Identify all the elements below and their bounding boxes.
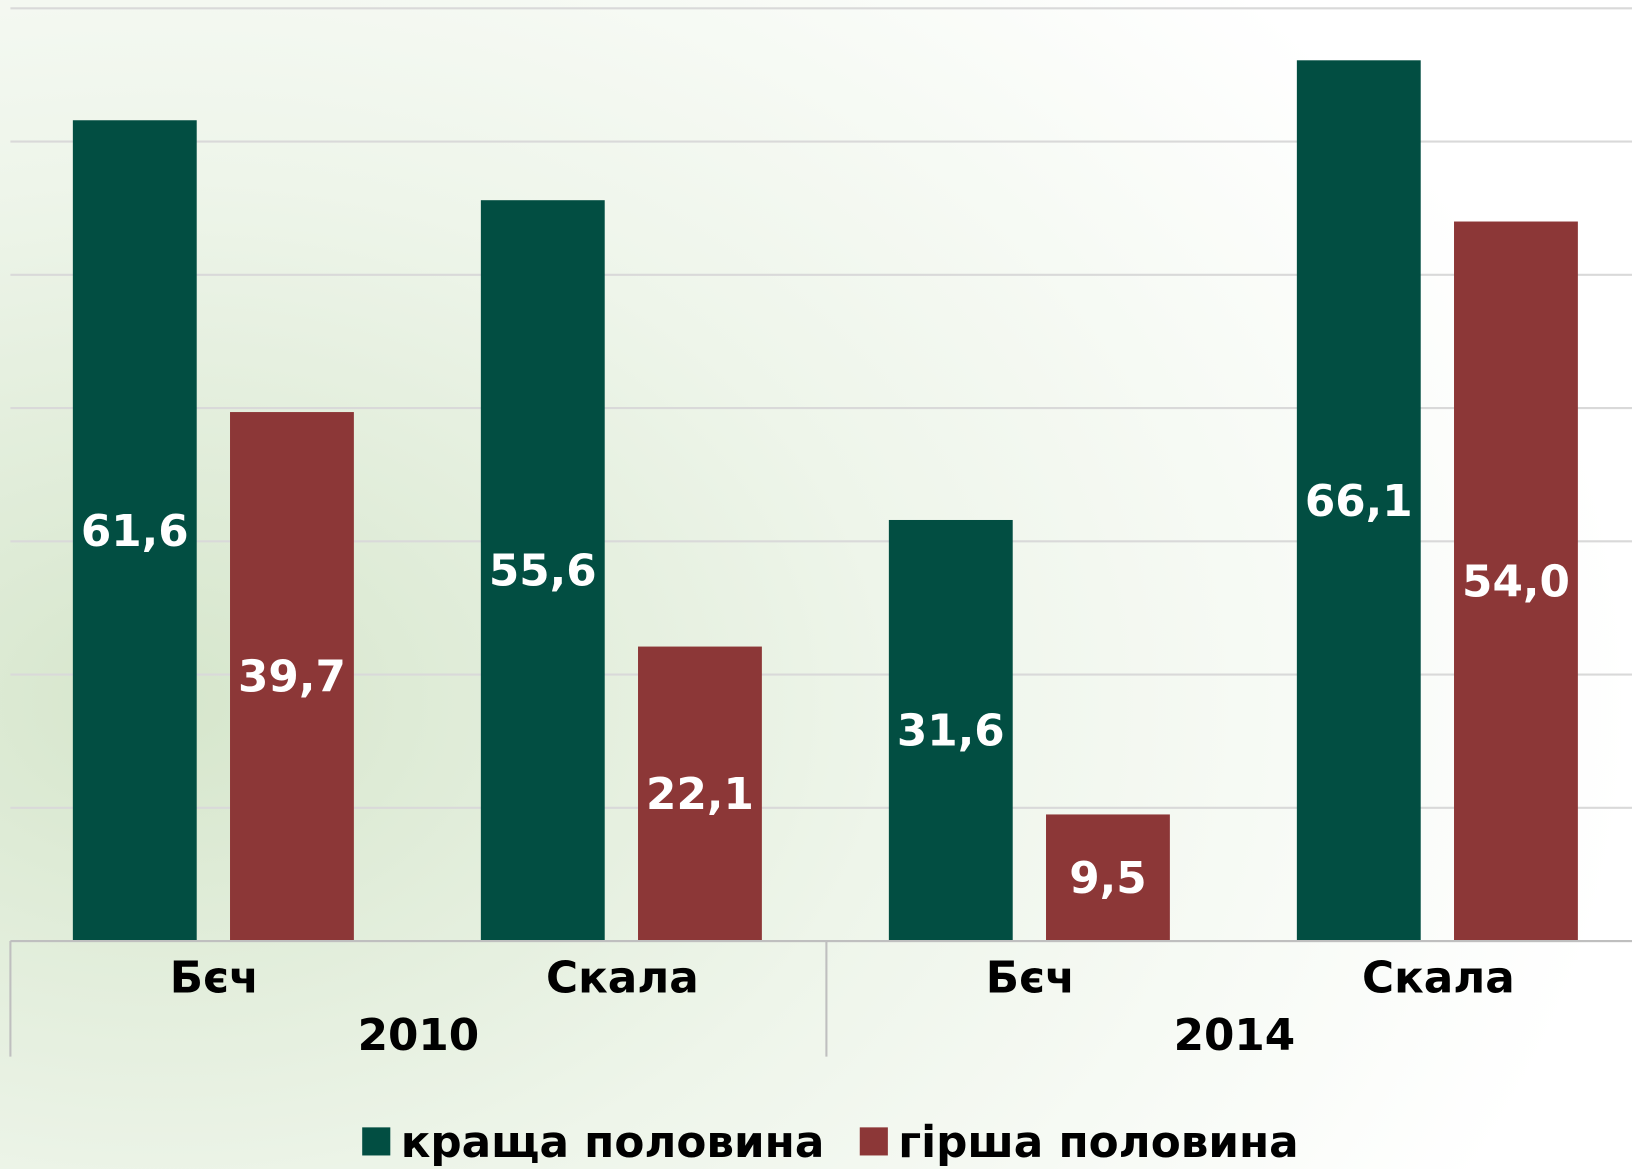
group-label: 2010 [358,1010,480,1061]
x-tick-label: Бєч [170,953,259,1004]
legend-label: краща половина [401,1117,825,1168]
x-tick-label: Бєч [986,953,1075,1004]
data-label: 55,6 [489,546,597,597]
x-tick-label: Скала [1362,953,1515,1004]
bar [888,519,1013,942]
x-tick-label: Скала [546,953,699,1004]
group-label: 2014 [1174,1010,1296,1061]
bar [1454,221,1578,942]
legend-swatch [859,1127,888,1156]
bar [230,412,354,942]
bar [1296,60,1421,942]
data-label: 9,5 [1069,853,1146,904]
data-label: 61,6 [81,506,189,557]
data-label: 39,7 [238,652,346,703]
bar [480,200,605,942]
legend-label: гірша половина [898,1117,1298,1168]
bar [1046,814,1170,942]
legend-swatch [362,1127,391,1156]
bar [638,646,762,942]
data-label: 66,1 [1305,476,1413,527]
data-label: 31,6 [897,706,1005,757]
data-label: 54,0 [1462,556,1570,607]
data-label: 22,1 [646,769,754,820]
bar [72,120,197,942]
